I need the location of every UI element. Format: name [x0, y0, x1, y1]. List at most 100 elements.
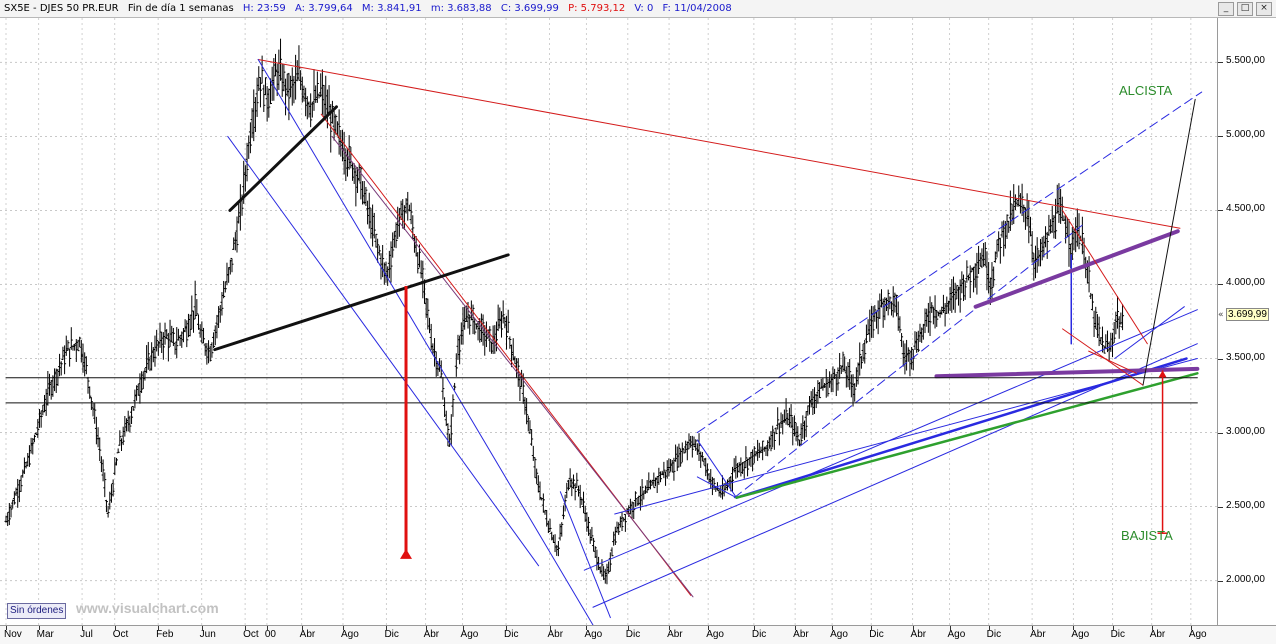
price-tick-label: 5.000,00	[1226, 129, 1265, 141]
time-tick	[988, 626, 990, 630]
projection-arrows	[400, 285, 1168, 559]
trend-line	[331, 135, 694, 598]
time-tick-label: Ago	[584, 629, 603, 640]
trend-line	[592, 343, 1198, 608]
trend-line	[1114, 306, 1185, 360]
price-tick	[1218, 580, 1223, 582]
price-tick	[1218, 210, 1223, 212]
trend-line	[1062, 328, 1144, 386]
time-tick-label: Feb	[156, 629, 174, 640]
price-tick	[1218, 62, 1223, 64]
time-tick-label: Abr	[299, 629, 316, 640]
price-tick	[1218, 358, 1223, 360]
time-tick	[114, 626, 116, 630]
price-tick	[1218, 432, 1223, 434]
price-tick-label: 2.500,00	[1226, 499, 1265, 511]
time-tick-label: Ago	[460, 629, 479, 640]
time-tick-label: Dic	[986, 629, 1002, 640]
time-tick-label: Dic	[625, 629, 641, 640]
time-tick	[386, 626, 388, 630]
time-tick-label: Ago	[1188, 629, 1207, 640]
time-tick	[266, 626, 268, 630]
time-tick-label: Abr	[547, 629, 564, 640]
time-tick-label: Dic	[504, 629, 519, 640]
price-tick-label: 4.500,00	[1226, 203, 1265, 215]
price-tick-label: 3.500,00	[1226, 351, 1265, 363]
time-tick-label: Abr	[423, 629, 440, 640]
time-tick	[795, 626, 797, 630]
close-value: C: 3.699,99	[500, 3, 559, 14]
time-tick-label: Mar	[36, 629, 54, 640]
time-tick-label: Dic	[751, 629, 767, 640]
time-tick	[245, 626, 247, 630]
time-tick	[82, 626, 84, 630]
time-tick	[669, 626, 671, 630]
maximize-button[interactable]: □	[1237, 2, 1253, 16]
orders-button[interactable]: Sin órdenes	[7, 603, 67, 619]
p-value: P: 5.793,12	[568, 3, 626, 14]
trend-line	[227, 135, 540, 567]
chart-info-bar: SX5E - DJES 50 PR.EUR Fin de día 1 seman…	[0, 0, 1276, 18]
trend-line	[213, 253, 510, 352]
trend-line	[1088, 350, 1137, 374]
trend-line	[559, 491, 611, 619]
time-tick	[1032, 626, 1034, 630]
time-tick-label: Oct	[243, 629, 259, 640]
time-tick-label: Abr	[1030, 629, 1046, 640]
minimize-button[interactable]: _	[1218, 2, 1234, 16]
price-tick-label: 5.500,00	[1226, 55, 1265, 67]
price-chart[interactable]	[0, 18, 1217, 625]
time-tick	[462, 626, 464, 630]
time-tick-label: Nov	[4, 629, 22, 640]
time-tick	[38, 626, 40, 630]
date-value: F: 11/04/2008	[662, 3, 732, 14]
time-tick-label: Ago	[830, 629, 848, 640]
time-tick-label: Dic	[869, 629, 884, 640]
close-button[interactable]: ×	[1256, 2, 1272, 16]
volume-value: V: 0	[634, 3, 654, 14]
price-tick-label: 2.000,00	[1226, 573, 1265, 585]
time-tick-label: Ago	[706, 629, 724, 640]
trend-line	[257, 58, 594, 625]
trend-line	[973, 229, 1180, 309]
time-tick	[753, 626, 755, 630]
trend-line	[934, 366, 1200, 379]
trend-line	[257, 58, 1181, 229]
alcista-label: ALCISTA	[1119, 83, 1173, 98]
hour-value: H: 23:59	[242, 3, 286, 14]
trend-line	[735, 357, 1188, 499]
time-tick-label: Ago	[340, 629, 359, 640]
time-tick	[342, 626, 344, 630]
trend-line	[1142, 98, 1196, 386]
time-tick-label: Dic	[384, 629, 399, 640]
time-tick-label: Jun	[199, 629, 216, 640]
price-tick	[1218, 506, 1223, 508]
trend-line	[735, 372, 1199, 499]
trend-line	[696, 439, 737, 499]
time-tick	[506, 626, 508, 630]
time-tick	[708, 626, 710, 630]
time-tick	[158, 626, 160, 630]
last-price-label: 3.699,99	[1226, 308, 1269, 321]
price-tick	[1218, 136, 1223, 138]
last-price-marker: «	[1218, 310, 1224, 320]
time-tick	[1151, 626, 1153, 630]
time-tick	[6, 626, 7, 630]
time-tick	[586, 626, 588, 630]
bajista-label: BAJISTA	[1121, 528, 1173, 543]
time-tick-label: Abr	[793, 629, 809, 640]
time-tick	[832, 626, 834, 630]
arrow-head	[1158, 370, 1167, 378]
time-tick-label: 00	[264, 629, 276, 640]
time-tick-label: Abr	[667, 629, 683, 640]
time-tick-label: Abr	[1149, 629, 1166, 640]
time-tick	[871, 626, 873, 630]
price-bars	[4, 38, 1125, 585]
arrow-head	[400, 548, 413, 559]
symbol-label: SX5E - DJES 50 PR.EUR	[4, 3, 119, 14]
price-tick	[1218, 284, 1223, 286]
brand-watermark: www.visualchart.com	[76, 600, 219, 616]
time-tick-label: Ago	[1071, 629, 1090, 640]
time-tick	[301, 626, 303, 630]
high-value: M: 3.841,91	[361, 3, 422, 14]
